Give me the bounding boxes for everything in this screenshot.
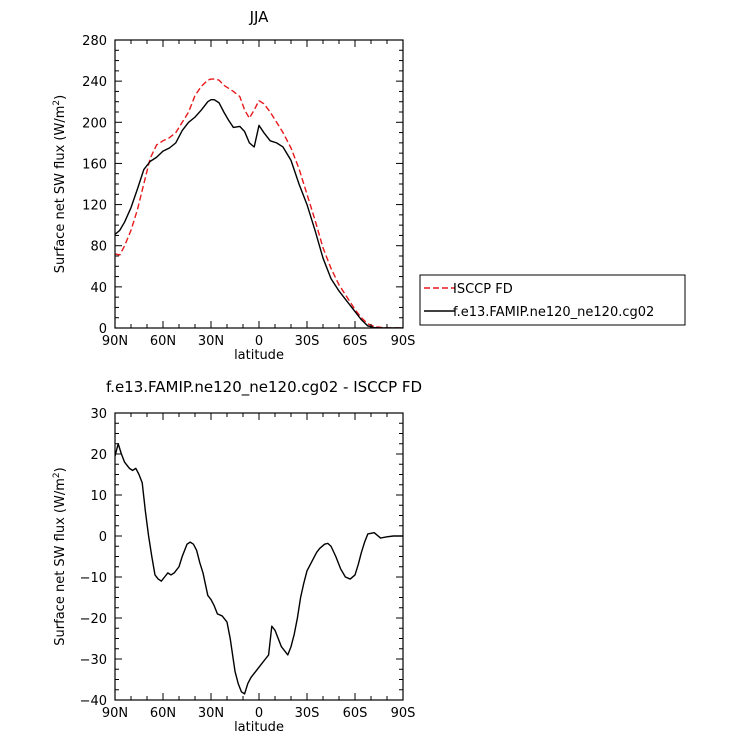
- y-axis-label: Surface net SW flux (W/m2): [52, 95, 68, 273]
- y-tick-label: 120: [82, 199, 107, 214]
- plot-frame: [114, 39, 404, 329]
- x-tick-label: 60S: [343, 706, 368, 721]
- x-tick-label: 90N: [102, 706, 128, 721]
- y-axis-label-sup: 2: [52, 472, 62, 478]
- x-tick-label: 0: [255, 334, 263, 349]
- legend-label-1: f.e13.FAMIP.ne120_ne120.cg02: [453, 305, 654, 320]
- y-axis-label-main: Surface net SW flux (W/m: [53, 106, 68, 274]
- y-axis-label: Surface net SW flux (W/m2): [52, 467, 68, 645]
- y-tick-label: 200: [82, 116, 107, 131]
- x-tick-label: 30N: [198, 334, 224, 349]
- y-tick-label: 20: [90, 448, 107, 463]
- x-tick-label: 0: [255, 706, 263, 721]
- y-tick-label: 30: [90, 407, 107, 422]
- series-line-0: [115, 443, 403, 695]
- legend-box: [419, 274, 686, 326]
- y-tick-label: 0: [99, 322, 107, 337]
- x-tick-label: 60N: [150, 706, 176, 721]
- y-tick-label: −30: [80, 653, 107, 668]
- x-tick-label: 60N: [150, 334, 176, 349]
- chart-title: JJA: [249, 8, 270, 26]
- x-axis-label: latitude: [234, 348, 284, 363]
- x-tick-label: 30S: [295, 706, 320, 721]
- chart-title: f.e13.FAMIP.ne120_ne120.cg02 - ISCCP FD: [106, 378, 422, 397]
- y-tick-label: −40: [80, 694, 107, 709]
- y-tick-label: 0: [99, 530, 107, 545]
- y-tick-label: 40: [90, 281, 107, 296]
- series-line-1: [115, 98, 403, 328]
- series-line-0: [115, 78, 403, 328]
- x-tick-label: 90S: [391, 706, 416, 721]
- y-tick-label: 240: [82, 75, 107, 90]
- y-tick-label: 80: [90, 240, 107, 255]
- y-tick-label: 280: [82, 34, 107, 49]
- legend: ISCCP FD f.e13.FAMIP.ne120_ne120.cg02: [419, 274, 686, 326]
- y-axis-label-end: ): [53, 95, 68, 100]
- x-tick-label: 90N: [102, 334, 128, 349]
- x-tick-label: 60S: [343, 334, 368, 349]
- top-panel-jja: JJA 0 40 80 120 160 200 240 280 90N 60N 30N 0 30S 60S 9…: [52, 8, 415, 363]
- y-axis-label-end: ): [53, 467, 68, 472]
- y-tick-label: −20: [80, 612, 107, 627]
- x-axis-label: latitude: [234, 720, 284, 735]
- x-tick-label: 30N: [198, 706, 224, 721]
- y-axis-label-sup: 2: [52, 100, 62, 106]
- y-tick-label: 160: [82, 157, 107, 172]
- y-tick-label: 10: [90, 489, 107, 504]
- y-axis-label-main: Surface net SW flux (W/m: [53, 478, 68, 646]
- bottom-panel-difference: f.e13.FAMIP.ne120_ne120.cg02 - ISCCP FD −…: [52, 378, 422, 735]
- legend-label-0: ISCCP FD: [453, 282, 513, 297]
- x-tick-label: 30S: [295, 334, 320, 349]
- x-tick-label: 90S: [391, 334, 416, 349]
- y-tick-label: −10: [80, 571, 107, 586]
